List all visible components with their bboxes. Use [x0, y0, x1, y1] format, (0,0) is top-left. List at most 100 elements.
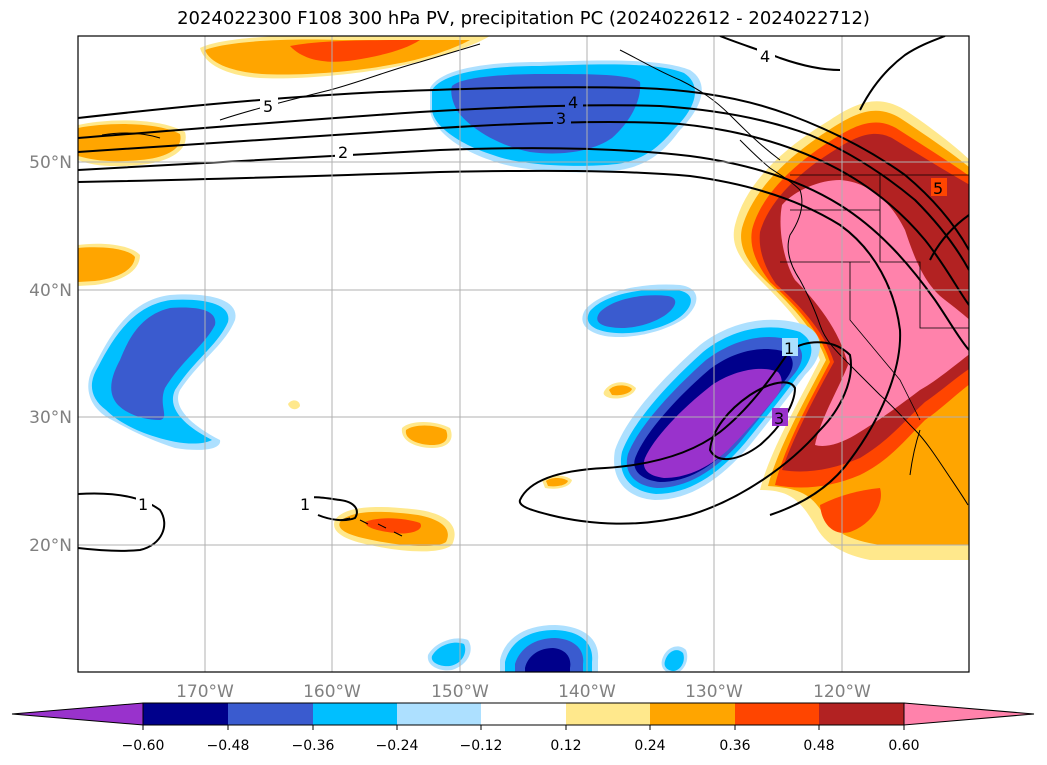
north-pos-band-3 [290, 40, 420, 62]
nw-pos-band-2 [78, 124, 181, 162]
colorbar-tick-label: 0.36 [719, 738, 750, 754]
colorbar-tick-label: 0.24 [634, 738, 665, 754]
state-borders [780, 174, 969, 421]
colorbar-extend-high [903, 702, 1035, 726]
colorbar-tick-label: 0.60 [888, 738, 919, 754]
map-title: 2024022300 F108 300 hPa PV, precipitatio… [177, 8, 870, 29]
colorbar-segment [481, 703, 566, 725]
lon-label-140w: 140°W [558, 682, 616, 702]
contour-label-bg [782, 338, 798, 356]
colorbar-segment [819, 703, 904, 725]
lat-label-40n: 40°N [29, 281, 72, 301]
pv-contour-5-east [859, 36, 946, 111]
colorbar-tick-label: −0.48 [207, 738, 250, 754]
contour-label-3-cutoff: 3 [774, 409, 784, 428]
colorbar-segment [397, 703, 481, 725]
pos-band-5 [780, 180, 969, 446]
contour-label-bg [757, 46, 775, 64]
contour-label-bg [298, 494, 314, 512]
colorbar-tick-label: −0.36 [292, 738, 335, 754]
colorbar-tick-label: −0.12 [460, 738, 503, 754]
precip-fill-layer: 5 4 3 2 1 1 1 3 4 5 [78, 36, 969, 672]
colorbar-segment [228, 703, 313, 725]
lon-label-170w: 170°W [176, 682, 234, 702]
pos-small-d [288, 400, 300, 410]
longitude-labels: 170°W 160°W 150°W 140°W 130°W 120°W [176, 682, 871, 702]
baja-coast [909, 429, 921, 476]
south-neg-small-2b [664, 650, 684, 671]
pv-contour-5b [929, 214, 969, 261]
lat-label-20n: 20°N [29, 536, 72, 556]
lat-label-50n: 50°N [29, 153, 72, 173]
colorbar-tick-labels: −0.60 −0.48 −0.36 −0.24 −0.12 0.12 0.24 … [122, 738, 920, 754]
pos-small-c2 [546, 478, 568, 487]
colorbar-tick-label: −0.24 [376, 738, 419, 754]
contour-label-5-east: 5 [933, 179, 943, 198]
contour-label-1-west: 1 [138, 495, 148, 514]
contour-labels: 5 4 3 2 1 1 1 3 4 5 [136, 46, 947, 514]
contour-label-2: 2 [338, 143, 348, 162]
gridlines [78, 36, 969, 672]
colorbar-segment [313, 703, 397, 725]
pv-contour-4-north [719, 36, 841, 71]
colorbar-segment [143, 703, 228, 725]
mid-neg-band-3 [597, 295, 676, 328]
south-neg-small-1b [431, 642, 466, 667]
contour-label-1-east: 1 [784, 339, 794, 358]
pv-contour-3-cutoff [708, 381, 797, 461]
pv-contour-1-cutoff [518, 341, 852, 525]
contour-label-bg [772, 408, 788, 426]
colorbar-ticks [142, 725, 905, 730]
contour-label-1-hawaii: 1 [300, 495, 310, 514]
west-coast-positive-precip [733, 101, 969, 560]
contour-label-bg [136, 494, 152, 512]
mid-negative-precip [582, 284, 697, 338]
lon-label-130w: 130°W [685, 682, 743, 702]
pv-contour-4 [78, 104, 969, 271]
west-negative-precip [88, 294, 236, 450]
lon-label-120w: 120°W [813, 682, 871, 702]
lat-label-30n: 30°N [29, 408, 72, 428]
colorbar-extend-low [11, 702, 144, 726]
neg-north-band-3 [451, 74, 641, 154]
colorbar: −0.60 −0.48 −0.36 −0.24 −0.12 0.12 0.24 … [11, 702, 1035, 754]
pos-band-3-south [820, 488, 881, 533]
hawaii-islands [339, 517, 403, 537]
pv-contour-1-west [78, 492, 166, 552]
contour-label-3: 3 [556, 109, 566, 128]
west-neg-band-3 [111, 307, 216, 420]
colorbar-frame [142, 702, 905, 726]
pv-contour-3 [78, 120, 969, 306]
colorbar-segment [735, 703, 819, 725]
map-frame [77, 35, 970, 673]
pos-small-a2 [405, 425, 448, 445]
border-ca-nv [849, 262, 921, 421]
colorbar-segment [650, 703, 735, 725]
pv-contour-2 [78, 147, 969, 351]
south-negative-precip [427, 625, 688, 672]
alaska-coast [619, 49, 681, 81]
contour-label-4-north: 4 [760, 47, 770, 66]
contour-label-bg [565, 92, 583, 110]
pv-contour-1 [78, 169, 902, 516]
contour-label-bg [260, 96, 278, 114]
pv-contour-1-hawaii [301, 496, 358, 522]
contour-label-4: 4 [568, 93, 578, 112]
pv-contours [78, 36, 969, 552]
lon-label-160w: 160°W [303, 682, 361, 702]
contour-label-5: 5 [263, 97, 273, 116]
south-neg-band-4 [525, 648, 571, 672]
hawaii-pos-band-3 [365, 518, 421, 534]
contour-label-bg [335, 142, 353, 160]
contour-label-bg [931, 178, 947, 196]
colorbar-segment [566, 703, 650, 725]
west-coast [739, 139, 969, 506]
w-pos-band-2 [78, 247, 135, 282]
lon-label-150w: 150°W [431, 682, 489, 702]
colorbar-tick-label: 0.12 [550, 738, 581, 754]
pos-small-b2 [609, 385, 632, 396]
colorbar-tick-label: −0.60 [122, 738, 165, 754]
border-id-nv [879, 175, 969, 329]
colorbar-tick-label: 0.48 [803, 738, 834, 754]
